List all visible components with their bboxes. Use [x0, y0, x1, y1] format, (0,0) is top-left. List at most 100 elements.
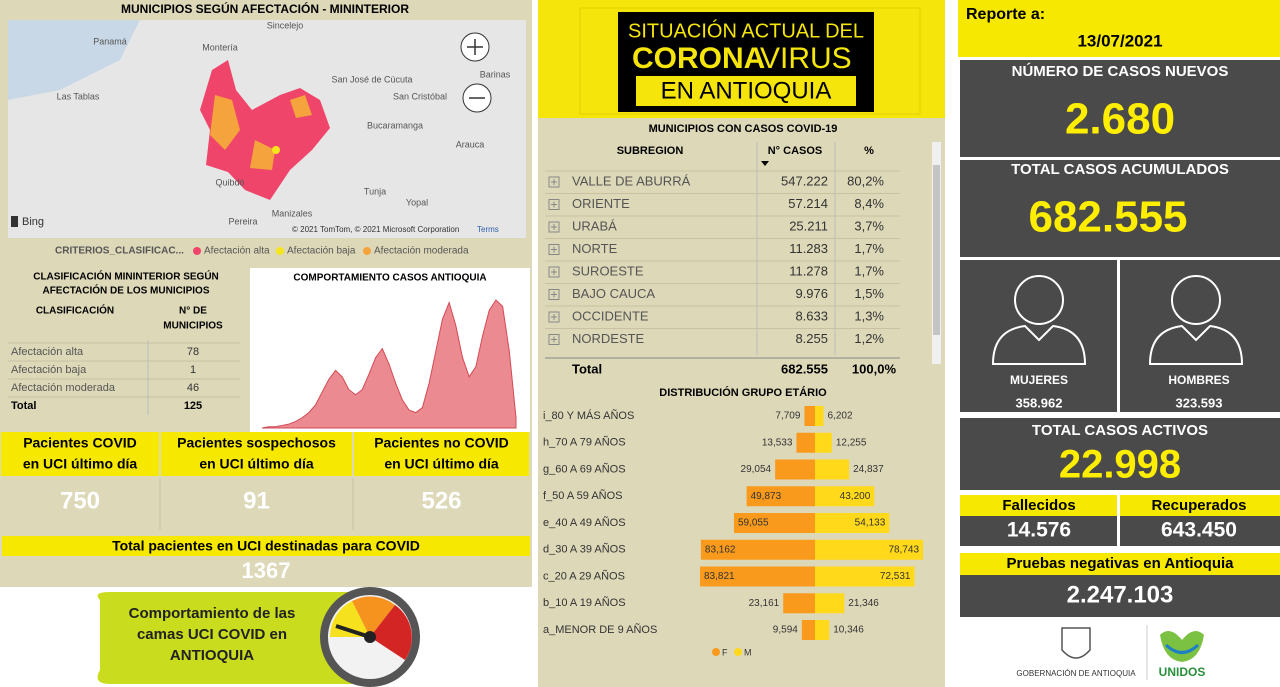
- map-place: Quibdó: [215, 177, 244, 187]
- row-value: 46: [187, 382, 199, 394]
- scroll-thumb[interactable]: [933, 165, 940, 335]
- expand-box[interactable]: [548, 199, 560, 210]
- column-header: MUNICIPIOS: [163, 321, 223, 332]
- card-value: 91: [243, 487, 270, 514]
- expand-box[interactable]: [548, 334, 560, 345]
- area: [261, 299, 517, 429]
- map-place: San José de Cúcuta: [331, 74, 412, 84]
- kpi-label: TOTAL CASOS ACUMULADOS: [1011, 161, 1229, 178]
- card-label: en UCI último día: [23, 456, 138, 472]
- column-header: %: [864, 145, 874, 157]
- bar: [815, 486, 875, 507]
- map-place: Panamá: [93, 36, 127, 46]
- y-tick-label: h_70 A 79 AÑOS: [543, 436, 626, 449]
- kpi-value: 323.593: [1176, 395, 1223, 410]
- shield-icon: [1061, 627, 1091, 659]
- cases: 8.633: [795, 308, 828, 323]
- data-label: 6,202: [828, 411, 853, 422]
- antioquia-region: [200, 60, 330, 200]
- table-title: AFECTACIÓN DE LOS MUNICIPIOS: [42, 284, 209, 297]
- expand-box[interactable]: [548, 221, 560, 233]
- column-header: CLASIFICACIÓN: [36, 304, 114, 317]
- bar: [815, 459, 850, 480]
- bar: [804, 406, 815, 426]
- expand-box[interactable]: [548, 176, 560, 188]
- report-header: [958, 0, 1280, 57]
- legend-label: Afectación alta: [204, 246, 270, 257]
- chart-title: COMPORTAMIENTO CASOS ANTIOQUIA: [293, 273, 486, 284]
- y-tick-label: i_80 Y MÁS AÑOS: [543, 409, 634, 422]
- percent: 1,5%: [854, 286, 884, 301]
- gauge-banner[interactable]: [97, 592, 371, 684]
- row-value: 78: [187, 346, 199, 358]
- kpi-value: 22.998: [1059, 443, 1181, 487]
- data-label: 43,200: [840, 491, 871, 502]
- expand-glyph: [551, 224, 557, 230]
- kpi-value: 682.555: [1028, 193, 1187, 242]
- expand-box[interactable]: [548, 311, 560, 323]
- legend-dot: [734, 648, 742, 656]
- card-value: 750: [60, 487, 100, 514]
- data-label: 9,594: [773, 625, 798, 636]
- kpi-box: [960, 160, 1280, 257]
- data-label: 29,054: [741, 464, 772, 475]
- total-label: Total: [572, 361, 602, 376]
- bar: [775, 459, 815, 480]
- percent: 1,2%: [854, 331, 884, 346]
- cases: 25.211: [789, 218, 828, 233]
- bing-label: Bing: [22, 216, 44, 228]
- kpi-box: [960, 260, 1117, 412]
- logo-frame: [579, 7, 921, 115]
- bar: [815, 593, 845, 614]
- expand-glyph: [551, 336, 557, 343]
- cases: 57.214: [788, 196, 828, 211]
- subregion: SUROESTE: [572, 263, 644, 278]
- bar: [815, 539, 924, 560]
- y-tick-label: c_20 A 29 AÑOS: [543, 569, 625, 582]
- person-head: [1171, 275, 1221, 325]
- expand-box[interactable]: [548, 266, 560, 278]
- logo-corona: CORONA: [632, 42, 765, 75]
- kpi-value: 14.576: [1007, 519, 1071, 542]
- subregion: OCCIDENTE: [572, 308, 649, 323]
- card-header: [161, 432, 352, 476]
- bar: [815, 620, 830, 640]
- bing-logo: [11, 216, 18, 227]
- y-tick-label: d_30 A 39 AÑOS: [543, 543, 626, 556]
- subregion: NORTE: [572, 241, 618, 256]
- person-body: [991, 324, 1087, 365]
- row-label: Afectación moderada: [11, 382, 116, 394]
- gauge-seg: [370, 605, 412, 660]
- unidos-icon: [1164, 643, 1200, 654]
- legend-dot: [276, 247, 284, 255]
- expand-glyph: [551, 269, 557, 275]
- legend-label: Afectación moderada: [374, 246, 469, 257]
- kpi-box: [960, 575, 1280, 617]
- data-label: 21,346: [848, 598, 879, 609]
- row-value: 1: [190, 364, 196, 376]
- report-date: 13/07/2021: [1077, 31, 1162, 50]
- bar: [700, 539, 815, 560]
- kpi-value: 2.247.103: [1067, 581, 1174, 608]
- expand-box[interactable]: [548, 289, 560, 300]
- cases: 11.278: [789, 263, 828, 278]
- map-place: Sincelejo: [267, 20, 304, 30]
- percent: 3,7%: [854, 218, 884, 233]
- data-label: 12,255: [836, 437, 867, 448]
- total-value: 125: [184, 400, 202, 412]
- data-label: 24,837: [853, 464, 884, 475]
- logo-virus: VIRUS: [760, 42, 852, 75]
- expand-box[interactable]: [548, 244, 560, 255]
- kpi-strip: [960, 495, 1117, 516]
- kpi-box: [960, 516, 1117, 546]
- bar: [815, 432, 832, 453]
- moderate-zone: [250, 140, 275, 170]
- data-label: 72,531: [880, 571, 911, 582]
- gauge-seg: [352, 596, 395, 637]
- kpi-value: 358.962: [1016, 395, 1063, 410]
- cases: 11.283: [789, 241, 828, 256]
- data-label: 49,873: [751, 491, 782, 502]
- kpi-label: TOTAL CASOS ACTIVOS: [1032, 422, 1208, 439]
- expand-glyph: [551, 246, 557, 253]
